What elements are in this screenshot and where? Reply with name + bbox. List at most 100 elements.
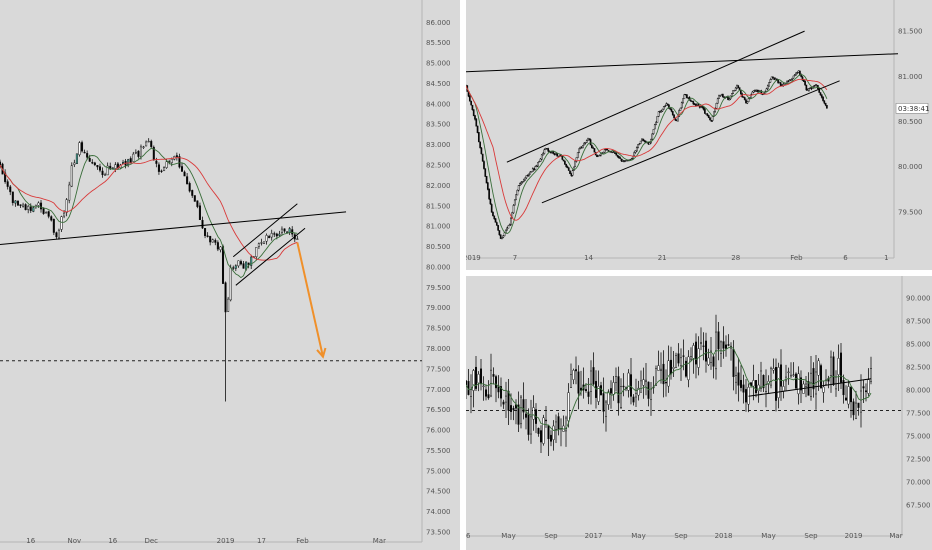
candle[interactable] [591,144,593,149]
candle[interactable] [145,140,148,147]
candle[interactable] [768,81,770,87]
candle[interactable] [507,378,510,426]
candle[interactable] [756,89,759,93]
candle[interactable] [687,97,690,100]
candle[interactable] [201,216,204,229]
candle[interactable] [680,348,682,381]
candle[interactable] [494,218,497,223]
candle[interactable] [482,376,485,401]
candle[interactable] [547,424,550,456]
candle[interactable] [484,168,487,178]
candle[interactable] [507,225,510,229]
candle[interactable] [502,399,505,409]
candle[interactable] [692,100,695,105]
candle[interactable] [685,357,687,378]
candle[interactable] [677,343,680,367]
candle[interactable] [796,71,799,75]
left-chart-panel[interactable]: 86.000 85.500 85.000 84.500 84.000 83.500 83.0… [0,0,460,550]
candle[interactable] [589,138,592,146]
candle[interactable] [810,355,812,401]
candle[interactable] [602,377,605,424]
candle[interactable] [772,358,775,374]
candle[interactable] [659,110,661,113]
candle[interactable] [497,224,499,231]
candle[interactable] [93,161,96,167]
candle[interactable] [237,260,240,268]
candle[interactable] [565,163,568,168]
candle[interactable] [487,380,490,400]
candle[interactable] [638,142,641,146]
candle[interactable] [733,89,736,92]
candle[interactable] [687,350,690,388]
candle[interactable] [697,336,700,376]
candle[interactable] [52,218,55,236]
candle[interactable] [178,153,181,169]
candle[interactable] [651,133,654,140]
candle[interactable] [260,238,263,246]
candle[interactable] [4,169,7,184]
candle[interactable] [24,203,27,211]
candle[interactable] [775,358,777,412]
candle[interactable] [830,350,832,393]
candle[interactable] [790,79,792,81]
candle[interactable] [614,152,616,154]
candle[interactable] [729,95,732,100]
candle[interactable] [150,139,153,148]
candle[interactable] [60,215,63,233]
candle[interactable] [587,377,590,405]
candle[interactable] [270,229,273,241]
candle[interactable] [466,379,467,400]
candle[interactable] [470,100,472,106]
candle[interactable] [498,230,501,236]
candle[interactable] [797,70,800,74]
candle[interactable] [50,215,53,222]
candle[interactable] [809,86,812,90]
candle[interactable] [544,147,547,150]
candle[interactable] [39,199,43,213]
candle[interactable] [0,159,2,169]
candle[interactable] [552,420,555,451]
fast-moving-average-line[interactable] [466,74,828,234]
candle[interactable] [501,237,503,240]
candle[interactable] [152,145,155,161]
candle[interactable] [804,80,806,86]
candle[interactable] [745,98,747,104]
candle[interactable] [815,84,818,87]
candle[interactable] [787,367,790,385]
candle[interactable] [70,162,73,188]
candle[interactable] [472,368,475,408]
candle[interactable] [175,152,178,161]
candle[interactable] [32,205,35,213]
candle[interactable] [96,165,99,170]
candle[interactable] [582,144,584,149]
candle[interactable] [746,101,749,105]
candle[interactable] [512,204,515,214]
candle[interactable] [91,159,94,165]
candle[interactable] [842,374,845,404]
candle[interactable] [621,159,624,162]
candle[interactable] [288,226,291,236]
candle[interactable] [525,399,527,430]
candle[interactable] [712,354,715,379]
candle[interactable] [820,363,822,389]
candle[interactable] [855,390,857,420]
trendline[interactable] [232,203,298,258]
candle[interactable] [472,109,475,117]
candle[interactable] [627,369,630,398]
candle[interactable] [9,185,12,196]
candle[interactable] [68,181,71,204]
candle[interactable] [800,73,803,78]
candle[interactable] [650,381,652,416]
candle[interactable] [807,372,810,396]
candle[interactable] [786,80,788,84]
candle[interactable] [819,92,822,96]
candle[interactable] [598,154,601,157]
candle[interactable] [183,170,186,177]
slow-moving-average-line[interactable] [0,157,298,261]
candle[interactable] [777,362,780,409]
candle[interactable] [483,160,485,170]
candle[interactable] [492,367,495,384]
candle[interactable] [634,150,637,154]
candle[interactable] [679,107,682,111]
candle[interactable] [766,84,769,90]
